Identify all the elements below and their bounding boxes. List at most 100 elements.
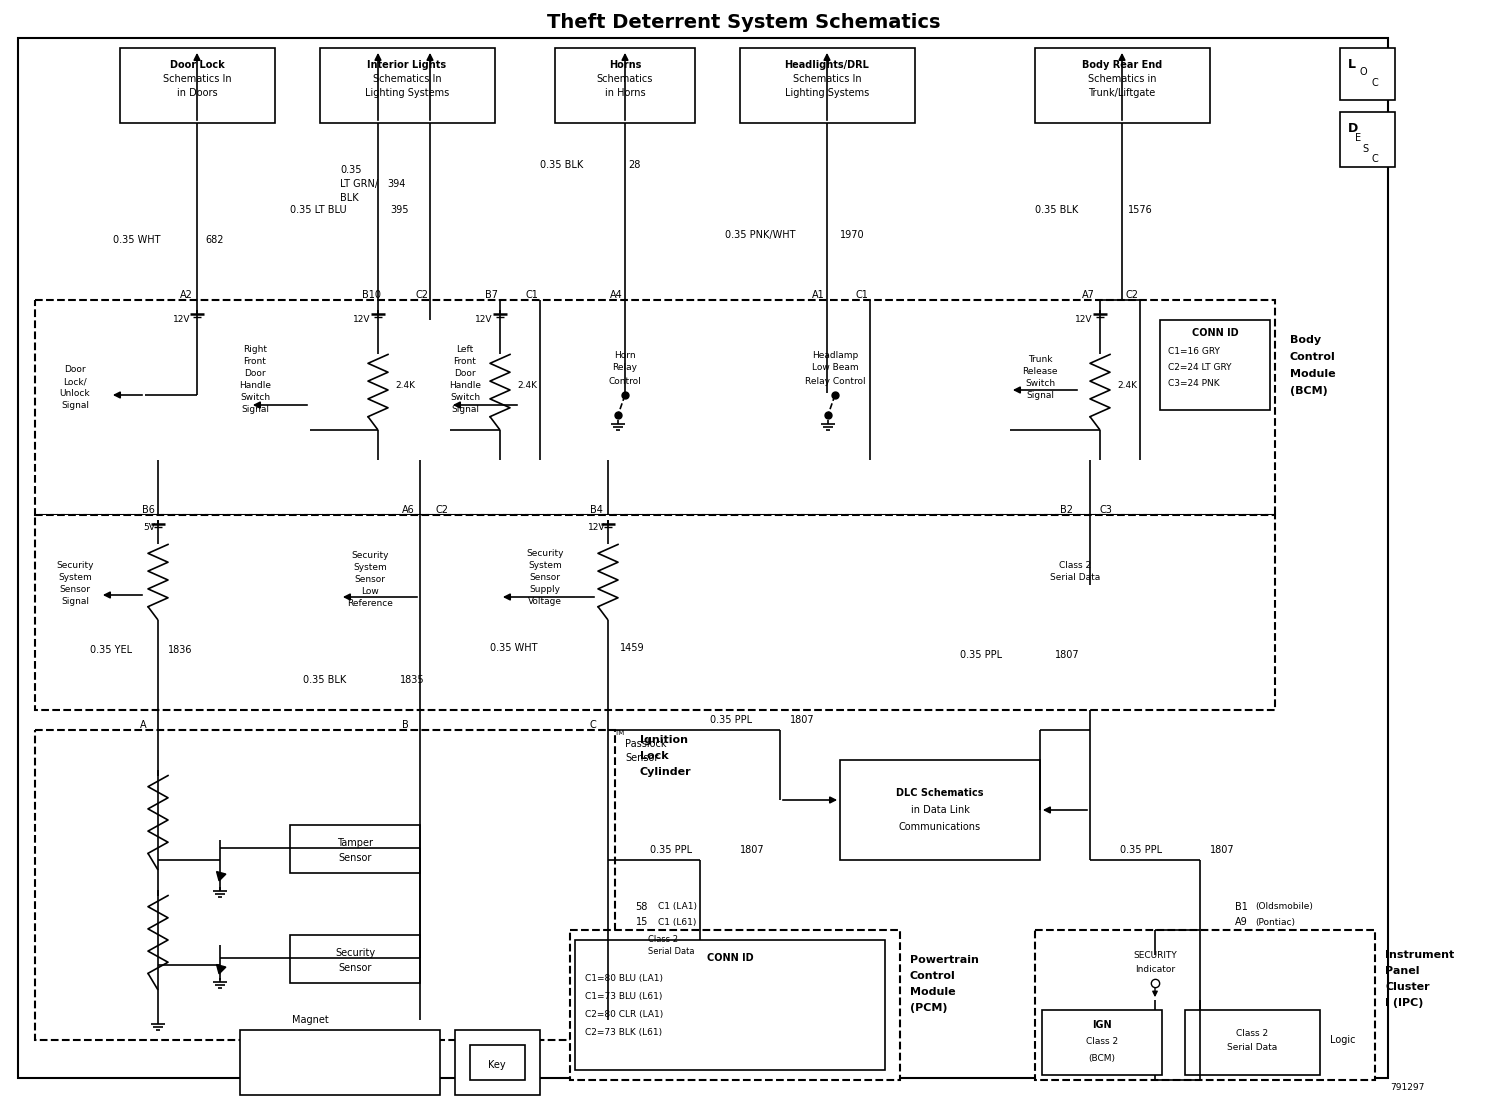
Text: Switch: Switch [1025, 380, 1055, 389]
Text: Signal: Signal [241, 405, 269, 414]
Text: Relay: Relay [613, 363, 637, 372]
Text: C2: C2 [434, 505, 448, 514]
Text: Headlights/DRL: Headlights/DRL [784, 60, 869, 70]
Text: in Doors: in Doors [177, 88, 217, 98]
Text: C1 (LA1): C1 (LA1) [658, 902, 696, 912]
Text: A: A [140, 720, 146, 730]
Text: Tamper: Tamper [336, 838, 373, 848]
Text: Reference: Reference [347, 598, 393, 607]
Text: Logic: Logic [1330, 1036, 1356, 1045]
Text: 0.35 WHT: 0.35 WHT [490, 643, 537, 652]
Text: Schematics In: Schematics In [372, 74, 442, 84]
Text: IGN: IGN [1092, 1020, 1112, 1030]
Bar [290, 935, 420, 983]
Text: Sensor: Sensor [338, 853, 372, 863]
Text: 15: 15 [635, 917, 647, 927]
Text: 0.35 PPL: 0.35 PPL [1120, 845, 1162, 854]
Text: Powertrain: Powertrain [911, 955, 979, 965]
Text: Trunk: Trunk [1028, 355, 1052, 364]
Text: CONN ID: CONN ID [1192, 328, 1238, 338]
Text: C2: C2 [1125, 290, 1138, 300]
Text: A7: A7 [1082, 290, 1095, 300]
Text: (BCM): (BCM) [1290, 386, 1327, 396]
Text: Passlock: Passlock [625, 739, 667, 749]
Text: C: C [1372, 78, 1379, 88]
Text: Theft Deterrent System Schematics: Theft Deterrent System Schematics [548, 12, 940, 32]
Text: Lock/: Lock/ [62, 378, 86, 386]
Text: in Data Link: in Data Link [911, 805, 970, 815]
Text: C1=73 BLU (L61): C1=73 BLU (L61) [585, 991, 662, 1000]
Text: Signal: Signal [1027, 392, 1054, 401]
Text: Lighting Systems: Lighting Systems [365, 88, 449, 98]
Text: Sensor: Sensor [625, 753, 658, 763]
Bar [1161, 320, 1269, 410]
Text: Schematics in: Schematics in [1088, 74, 1156, 84]
Text: 0.35 BLK: 0.35 BLK [540, 160, 583, 170]
Text: 2.4K: 2.4K [394, 381, 415, 390]
Text: Serial Data: Serial Data [647, 947, 695, 956]
Text: 2.4K: 2.4K [1117, 381, 1137, 390]
Bar [36, 300, 1275, 514]
Text: Module: Module [911, 987, 955, 997]
Text: B2: B2 [1059, 505, 1073, 514]
Text: C1=16 GRY: C1=16 GRY [1168, 348, 1220, 357]
Text: Door: Door [454, 370, 476, 379]
Text: Communications: Communications [899, 822, 981, 832]
Text: C1 (L61): C1 (L61) [658, 917, 696, 926]
Text: Sensor: Sensor [530, 573, 561, 582]
Text: Interior Lights: Interior Lights [368, 60, 446, 70]
Text: 5V: 5V [143, 523, 155, 532]
Bar [1036, 47, 1210, 123]
Text: Door: Door [244, 370, 266, 379]
Text: 682: 682 [205, 235, 223, 245]
Text: Horn: Horn [615, 350, 635, 360]
Text: Serial Data: Serial Data [1228, 1043, 1277, 1052]
Bar [1042, 1010, 1162, 1075]
Bar [455, 1030, 540, 1095]
Text: 12V: 12V [353, 316, 371, 325]
Text: System: System [58, 573, 92, 582]
Text: C1: C1 [856, 290, 868, 300]
Text: B1: B1 [1235, 902, 1248, 912]
Text: 1807: 1807 [1210, 845, 1235, 854]
Text: 1836: 1836 [168, 645, 192, 655]
Text: System: System [528, 561, 562, 570]
Text: 12V: 12V [173, 316, 190, 325]
Text: I (IPC): I (IPC) [1385, 998, 1424, 1008]
Text: 1835: 1835 [400, 675, 424, 684]
Text: Trunk/Liftgate: Trunk/Liftgate [1088, 88, 1156, 98]
Text: C: C [1372, 153, 1379, 164]
Text: 12V: 12V [475, 316, 493, 325]
Bar [240, 1030, 440, 1095]
Text: in Horns: in Horns [604, 88, 646, 98]
Bar [1184, 1010, 1320, 1075]
Text: 0.35 BLK: 0.35 BLK [304, 675, 347, 684]
Text: Low Beam: Low Beam [811, 363, 859, 372]
Text: Left: Left [457, 346, 473, 354]
Text: B7: B7 [485, 290, 498, 300]
Text: C3: C3 [1100, 505, 1113, 514]
Text: L: L [1348, 59, 1356, 71]
Text: Headlamp: Headlamp [812, 350, 859, 360]
Bar [1341, 112, 1396, 167]
Bar [570, 930, 900, 1080]
Text: Serial Data: Serial Data [1051, 573, 1100, 582]
Bar [36, 730, 615, 1040]
Text: C2=80 CLR (LA1): C2=80 CLR (LA1) [585, 1009, 664, 1019]
Text: Magnet: Magnet [292, 1015, 329, 1025]
Text: A4: A4 [610, 290, 623, 300]
Text: Panel: Panel [1385, 966, 1420, 976]
Bar [740, 47, 915, 123]
Text: Handle: Handle [240, 382, 271, 391]
Text: Body: Body [1290, 335, 1321, 344]
Text: 0.35 LT BLU: 0.35 LT BLU [290, 205, 347, 215]
Text: 0.35 PPL: 0.35 PPL [960, 650, 1001, 660]
Text: 0.35: 0.35 [339, 164, 362, 176]
Text: Security: Security [351, 551, 388, 560]
Text: Key: Key [488, 1060, 506, 1070]
Text: Unlock: Unlock [60, 390, 91, 399]
Text: 1807: 1807 [790, 715, 814, 725]
Text: Class 2: Class 2 [1086, 1038, 1117, 1047]
Text: Lighting Systems: Lighting Systems [784, 88, 869, 98]
Text: (BCM): (BCM) [1089, 1053, 1116, 1062]
